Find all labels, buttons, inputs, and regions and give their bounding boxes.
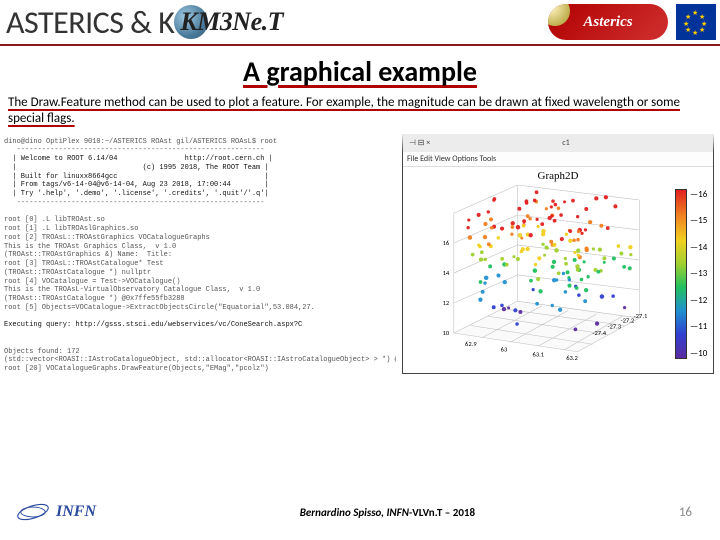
graph-window: ⊣ ⊟ × c1 File Edit View Options Tools Gr… <box>402 134 714 374</box>
infn-logo: INFN <box>14 501 96 523</box>
svg-text:63: 63 <box>501 345 508 353</box>
footer: INFN Bernardino Spisso, INFN-VLVn.T – 20… <box>0 490 720 540</box>
asterics-logo: Asterics <box>548 4 668 40</box>
footer-credit: Bernardino Spisso, INFN-VLVn.T – 2018 <box>96 506 679 519</box>
header-logos: Asterics ★★ ★★ ★★ ★★ <box>548 4 720 40</box>
terminal-output: dino@dino OptiPlex 9010:~/ASTERICS ROAst… <box>2 134 396 491</box>
svg-text:14: 14 <box>443 268 450 276</box>
window-buttons: ⊣ ⊟ × <box>409 138 430 148</box>
svg-text:10: 10 <box>443 328 450 336</box>
colorbar: —16 —15 —14 —13 —12 —11 —10 <box>675 189 709 359</box>
svg-text:63.2: 63.2 <box>566 354 578 362</box>
colorbar-tick: —13 <box>690 268 707 279</box>
window-title: c1 <box>562 138 569 148</box>
graph-3d: 10 12 14 16 62.9 63 63.1 63.2 -27.4-27.3 -27… <box>411 185 669 363</box>
header-title: ASTERICS & K KM3Ne.T <box>0 3 548 42</box>
km3-text: KM3Ne.T <box>180 7 283 37</box>
eu-stars: ★★ ★★ ★★ ★★ <box>684 10 708 34</box>
content-area: dino@dino OptiPlex 9010:~/ASTERICS ROAst… <box>0 134 720 491</box>
graph-wrap: ⊣ ⊟ × c1 File Edit View Options Tools Gr… <box>402 134 714 491</box>
graph-title: Graph2D <box>538 170 579 182</box>
title-text-left: ASTERICS & K <box>6 3 174 42</box>
infn-icon <box>14 501 52 523</box>
svg-text:-27.4: -27.4 <box>592 328 606 336</box>
colorbar-tick: —11 <box>690 321 707 332</box>
term-body1: root [0] .L libTROAst.so root [1] .L lib… <box>4 216 315 312</box>
term-query: Executing query: http://gsss.stsci.edu/w… <box>4 321 302 329</box>
header: ASTERICS & K KM3Ne.T Asterics ★★ ★★ ★★ ★… <box>0 0 720 46</box>
colorbar-tick: —16 <box>690 189 707 200</box>
svg-text:62.9: 62.9 <box>465 340 477 348</box>
term-welcome: | Welcome to ROOT 6.14/04 http://root.ce… <box>4 155 273 198</box>
page-number: 16 <box>679 505 692 520</box>
term-head: dino@dino OptiPlex 9010:~/ASTERICS ROAst… <box>4 138 277 146</box>
slide-title: A graphical example <box>0 54 720 89</box>
window-spacer <box>702 138 707 148</box>
svg-text:-27.1: -27.1 <box>634 312 648 320</box>
colorbar-gradient <box>675 189 687 359</box>
svg-text:63.1: 63.1 <box>533 350 545 358</box>
svg-text:16: 16 <box>443 238 450 246</box>
colorbar-tick: —15 <box>690 215 707 226</box>
eu-flag-icon: ★★ ★★ ★★ ★★ <box>676 4 716 40</box>
graph-window-titlebar: ⊣ ⊟ × c1 <box>403 135 713 152</box>
scatter3d-svg: 10 12 14 16 62.9 63 63.1 63.2 -27.4-27.3 -27… <box>411 185 669 363</box>
credit-conf: VLVn.T – 2018 <box>412 506 475 519</box>
graph-canvas: Graph2D <box>403 167 713 373</box>
km3-logo: KM3Ne.T <box>174 5 283 39</box>
colorbar-ticks: —16 —15 —14 —13 —12 —11 —10 <box>687 189 707 359</box>
term-body2: Objects found: 172 (std::vector<ROASI::I… <box>4 348 396 374</box>
body-text: The Draw.Feature method can be used to p… <box>0 93 720 134</box>
infn-text: INFN <box>56 503 96 521</box>
colorbar-tick: —14 <box>690 242 707 253</box>
svg-text:12: 12 <box>443 298 450 306</box>
svg-text:-27.2: -27.2 <box>621 316 635 324</box>
colorbar-tick: —10 <box>690 348 707 359</box>
asterics-logo-text: Asterics <box>583 14 632 31</box>
colorbar-tick: —12 <box>690 295 707 306</box>
svg-text:-27.3: -27.3 <box>607 322 621 330</box>
credit-name: Bernardino Spisso, INFN- <box>300 506 413 519</box>
graph-menu: File Edit View Options Tools <box>403 152 713 167</box>
slide: ASTERICS & K KM3Ne.T Asterics ★★ ★★ ★★ ★… <box>0 0 720 540</box>
